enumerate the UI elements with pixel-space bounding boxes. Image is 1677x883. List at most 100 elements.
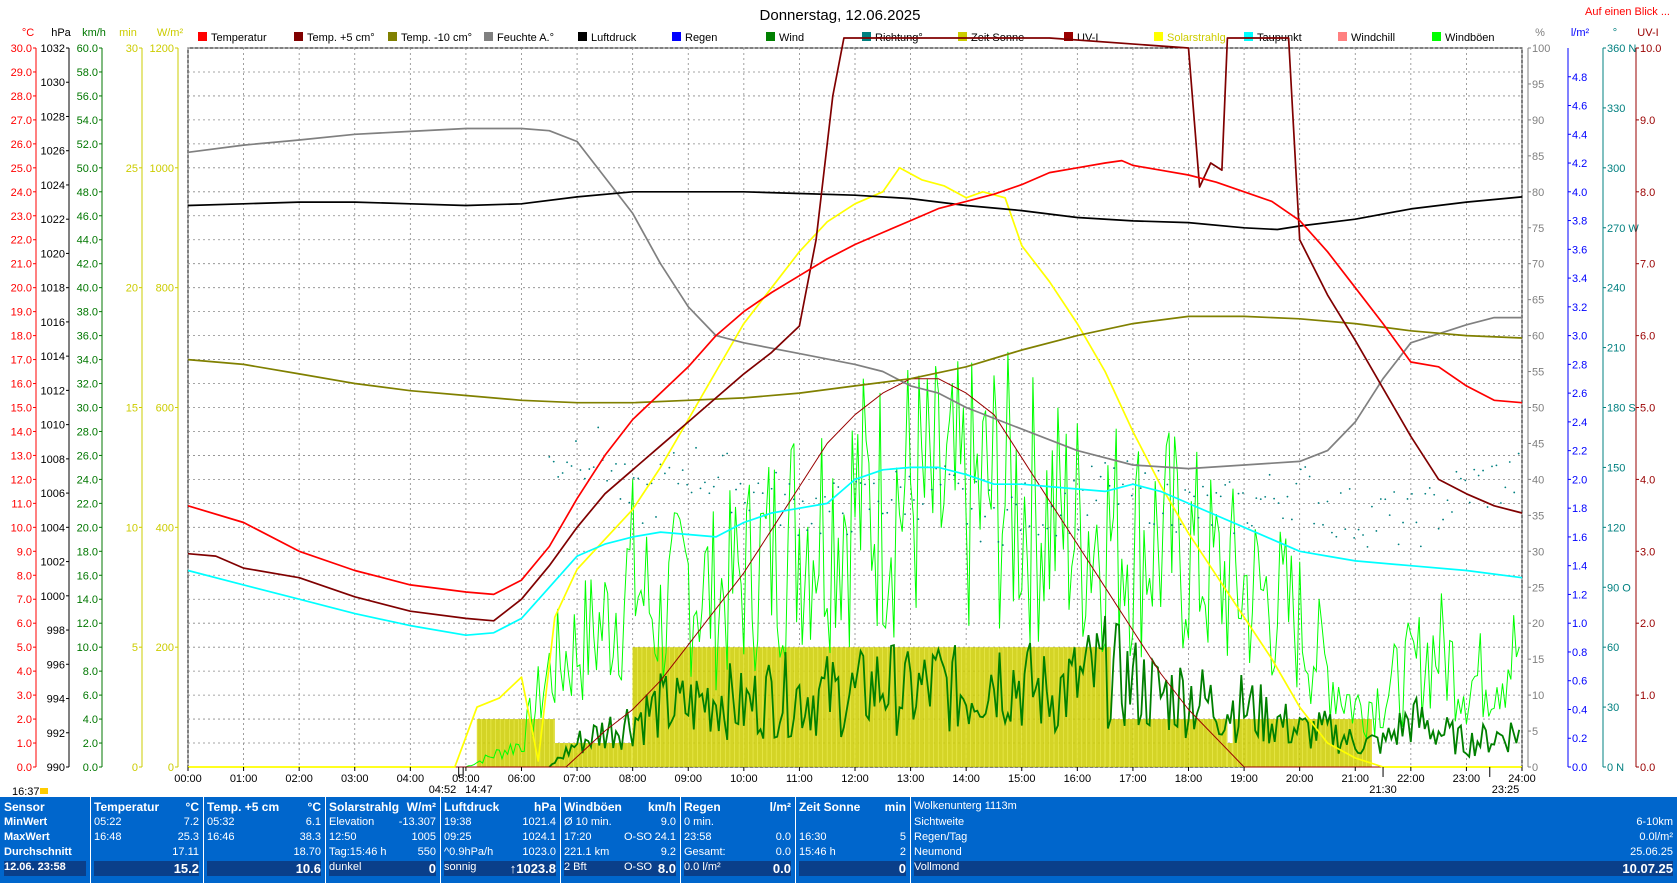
direction-point (1406, 498, 1409, 500)
direction-point (979, 540, 982, 543)
table-row: 0 (799, 861, 906, 876)
table-header: Windböen km/h (564, 800, 676, 814)
direction-point (1219, 495, 1222, 498)
axis-tick-label: 1024 (41, 180, 65, 192)
axis-tick-label: 29.0 (11, 67, 32, 79)
direction-point (855, 480, 858, 483)
axis-tick-label: 0 N (1607, 762, 1624, 774)
axis-tick-label: 25.0 (11, 163, 32, 175)
axis-tick-label: 38.0 (77, 307, 98, 319)
table-column-regen: Regen l/m² 0 min. 23:58 0.0 Gesamt: 0.0 0.0 l/m… (680, 797, 796, 883)
axis-tick-label: 56.0 (77, 91, 98, 103)
x-axis: 00:00 01:00 02:00 03:00 04:00 05:00 06:00 07:00… (174, 767, 1536, 785)
direction-point (864, 483, 866, 486)
table-cell: 17:20 (564, 831, 592, 843)
overview-link[interactable]: Auf einen Blick ... (1585, 6, 1670, 18)
axis-tick-label: 90 O (1607, 582, 1631, 594)
x-tick-label: 15:00 (1008, 773, 1036, 785)
axis-tick-label: 22.0 (77, 498, 98, 510)
legend-swatch (484, 32, 493, 41)
table-cell: 6-10km (1636, 816, 1673, 828)
direction-point (917, 518, 920, 521)
axis-tick-label: 90 (1532, 115, 1544, 127)
axis-tick-label: 8.0 (17, 570, 32, 582)
direction-point (868, 508, 871, 511)
axis-tick-label: 14.0 (77, 594, 98, 606)
axis-tick-label: 2.6 (1572, 388, 1587, 400)
direction-point (672, 451, 675, 454)
sun-marker-icon (40, 788, 48, 794)
left-axes: °C 30.0 29.0 28.0 27.0 26.0 25.0 24.0 23.0 22.0 21… (11, 27, 184, 774)
table-row (799, 816, 906, 831)
axis-tick-label: 18.0 (77, 546, 98, 558)
table-cell: 16:48 (94, 831, 122, 843)
direction-point (730, 511, 733, 514)
table-row: 10.6 (207, 861, 321, 876)
axis-tick-label: 42.0 (77, 259, 98, 271)
direction-point (1153, 523, 1155, 525)
table-cell: 9.0 (660, 816, 676, 828)
legend-swatch (388, 32, 397, 41)
sun-minutes-bar (554, 743, 600, 767)
legend-swatch (958, 32, 967, 41)
left-axis-hpa: hPa 1032 1030 1028 1026 1024 1022 1020 1018 1016 1… (41, 27, 72, 774)
direction-point (1486, 506, 1489, 508)
x-tick-label: 06:00 (508, 773, 536, 785)
table-column-temp-5-cm: Temp. +5 cm °C 05:32 6.1 16:46 38.3 18.70 10.6 (203, 797, 326, 883)
axis-tick-label: 3.2 (1572, 302, 1587, 314)
table-row: Neumond 25.06.25 (914, 846, 1673, 861)
table-cell: 221.1 km (564, 846, 610, 858)
table-row: 15:46 h 2 (799, 846, 906, 861)
table-cell: 16:30 (799, 831, 827, 843)
direction-point (997, 540, 1000, 543)
direction-point (1388, 514, 1391, 517)
direction-point (1286, 495, 1289, 498)
x-tick-label: 09:00 (674, 773, 702, 785)
table-cell: Gesamt: (684, 846, 726, 858)
table-row: 05:32 6.1 (207, 816, 321, 831)
table-cell: 19:38 (444, 816, 472, 828)
table-row: 12:50 1005 (329, 831, 436, 846)
axis-tick-label: 4.0 (83, 714, 98, 726)
axis-tick-label: 15 (1532, 654, 1544, 666)
direction-point (1170, 524, 1173, 526)
direction-point (588, 468, 591, 470)
axis-tick-label: 1000 (41, 591, 65, 603)
sun-minutes-bar (599, 743, 633, 767)
direction-point (1468, 501, 1471, 504)
axis-tick-label: 1016 (41, 317, 65, 329)
axis-tick-label: 1028 (41, 111, 65, 123)
left-axis-c: °C 30.0 29.0 28.0 27.0 26.0 25.0 24.0 23.0 22.0 21… (11, 27, 37, 774)
axis-tick-label: 992 (47, 728, 65, 740)
direction-point (1290, 518, 1293, 521)
direction-point (1073, 479, 1075, 482)
axis-tick-label: 5 (132, 642, 138, 654)
direction-point (632, 476, 635, 479)
axis-tick-label: 3.4 (1572, 273, 1587, 285)
left-axis-min: min 30 25 20 15 10 5 0 (119, 27, 143, 774)
axis-tick-label: 1.2 (1572, 589, 1587, 601)
axis-unit: °C (22, 27, 34, 39)
direction-point (1495, 464, 1498, 467)
direction-point (930, 488, 933, 491)
table-cell: ^0.9hPa/h (444, 846, 494, 858)
table-row: Sichtweite 6-10km (914, 816, 1673, 831)
direction-point (953, 474, 955, 477)
direction-point (1086, 514, 1089, 517)
direction-point (1504, 486, 1507, 489)
direction-point (1077, 528, 1080, 531)
direction-point (1010, 496, 1013, 499)
axis-tick-label: 3.0 (1640, 546, 1655, 558)
table-cell: 2 Bft (564, 861, 587, 873)
axis-tick-label: 1200 (150, 43, 174, 55)
x-tick-label: 04:00 (397, 773, 425, 785)
axis-tick-label: 26.0 (77, 450, 98, 462)
axis-tick-label: 7.0 (1640, 259, 1655, 271)
table-cell: 18.70 (293, 846, 321, 858)
legend-swatch (1244, 32, 1253, 41)
direction-point (1299, 468, 1302, 471)
axis-tick-label: 7.0 (17, 594, 32, 606)
direction-point (1157, 469, 1160, 472)
axis-tick-label: 21.0 (11, 259, 32, 271)
direction-point (583, 477, 586, 480)
